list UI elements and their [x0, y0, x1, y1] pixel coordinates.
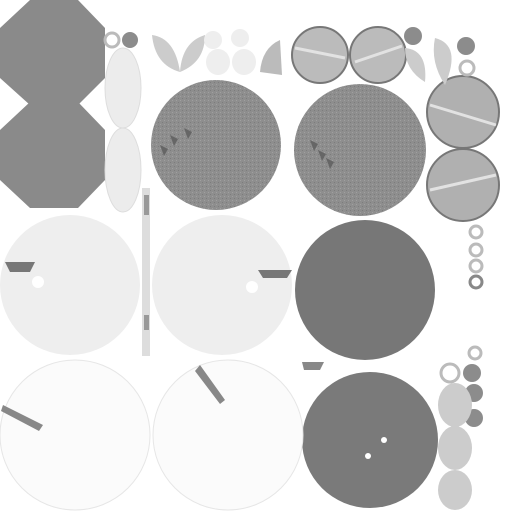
- leaf: [180, 35, 205, 72]
- ring: [468, 258, 484, 274]
- spot: [170, 135, 178, 146]
- ring: [468, 242, 484, 258]
- hole: [246, 281, 258, 293]
- ellipse: [104, 47, 142, 129]
- leaf: [260, 40, 282, 75]
- dot: [463, 364, 481, 382]
- spot-row: [258, 270, 292, 278]
- dark-disc: [302, 372, 438, 508]
- ring: [468, 274, 484, 290]
- striped-disc: [291, 26, 349, 84]
- ring: [458, 59, 476, 77]
- leaf: [433, 38, 452, 85]
- spot-row: [302, 362, 324, 370]
- leaf: [152, 35, 180, 72]
- speckled-disc: [294, 84, 426, 216]
- spot: [184, 128, 192, 139]
- spot: [318, 150, 326, 161]
- octagon: [0, 102, 105, 208]
- spot-row: [5, 262, 35, 272]
- dot: [457, 37, 475, 55]
- stripe: [429, 103, 497, 127]
- ring: [468, 224, 484, 240]
- leaf: [405, 48, 426, 82]
- leaf: [438, 426, 472, 470]
- dark-disc: [295, 220, 435, 360]
- stripe: [429, 173, 497, 192]
- white-disc: [0, 359, 151, 511]
- spot-row: [195, 365, 225, 404]
- stripe: [354, 44, 403, 64]
- hole: [365, 453, 371, 459]
- dot: [404, 27, 422, 45]
- dot: [231, 29, 249, 47]
- speckled-disc: [151, 80, 281, 210]
- leaf: [438, 383, 472, 427]
- spot: [310, 140, 318, 151]
- light-disc: [152, 215, 292, 355]
- dot: [232, 49, 256, 75]
- octagon: [0, 0, 105, 105]
- ring: [103, 31, 121, 49]
- spot-row: [1, 405, 43, 431]
- striped-disc: [426, 148, 500, 222]
- chain-part: [144, 195, 149, 215]
- dot: [206, 49, 230, 75]
- ring: [439, 362, 461, 384]
- white-disc: [152, 359, 304, 511]
- hole: [32, 276, 44, 288]
- ring: [467, 345, 483, 361]
- spot: [160, 145, 168, 156]
- chain: [142, 188, 150, 356]
- spot: [326, 158, 334, 169]
- chain-part: [144, 315, 149, 330]
- striped-disc: [426, 75, 500, 149]
- leaf: [438, 470, 472, 510]
- dot: [204, 31, 222, 49]
- ellipse: [104, 127, 142, 213]
- dot: [122, 32, 138, 48]
- stripe: [294, 46, 346, 60]
- light-disc: [0, 215, 140, 355]
- hole: [381, 437, 387, 443]
